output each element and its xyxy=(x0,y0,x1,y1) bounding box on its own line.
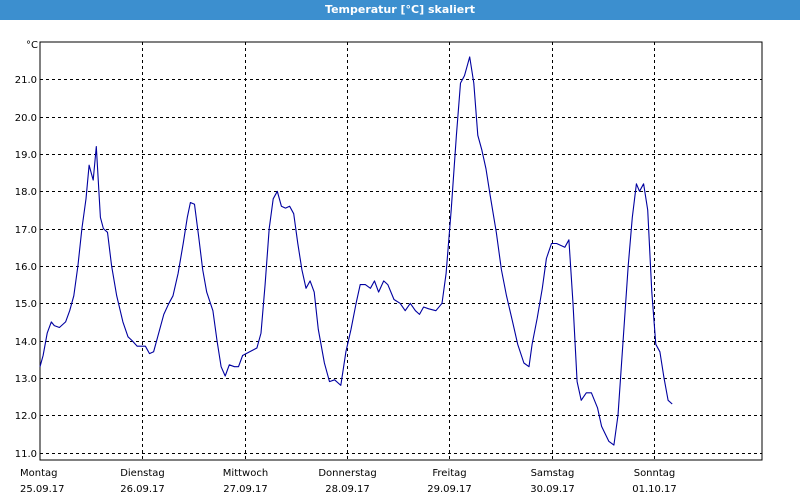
y-axis-unit: °C xyxy=(26,40,38,51)
x-tick-day: Samstag xyxy=(531,468,575,479)
x-tick-date: 28.09.17 xyxy=(325,484,370,495)
x-tick-day: Montag xyxy=(20,468,57,479)
plot-frame xyxy=(39,41,763,461)
series-layer xyxy=(39,56,673,446)
temperature-line xyxy=(39,56,673,446)
x-tick-date: 30.09.17 xyxy=(530,484,575,495)
x-tick-day: Donnerstag xyxy=(318,468,376,479)
grid xyxy=(40,42,762,460)
chart-canvas: 11.0 12.0 13.0 14.0 15.0 16.0 17.0 18.0 19.0 20.0… xyxy=(15,40,763,495)
y-tick-label: 11.0 xyxy=(15,449,37,460)
x-tick-day: Mittwoch xyxy=(223,468,268,479)
x-tick-date: 27.09.17 xyxy=(223,484,268,495)
x-tick-day: Freitag xyxy=(432,468,466,479)
y-tick-label: 20.0 xyxy=(15,113,37,124)
window-title: Temperatur [°C] skaliert xyxy=(0,0,800,20)
x-tick-date: 25.09.17 xyxy=(20,484,65,495)
x-tick-day: Sonntag xyxy=(634,468,676,479)
x-tick-date: 29.09.17 xyxy=(427,484,472,495)
y-tick-label: 19.0 xyxy=(15,150,37,161)
y-tick-label: 18.0 xyxy=(15,187,37,198)
x-tick-day: Dienstag xyxy=(120,468,165,479)
y-tick-label: 17.0 xyxy=(15,225,37,236)
y-tick-label: 13.0 xyxy=(15,374,37,385)
y-tick-label: 14.0 xyxy=(15,337,37,348)
y-tick-label: 12.0 xyxy=(15,411,37,422)
axes xyxy=(39,41,763,461)
axis-labels: 11.0 12.0 13.0 14.0 15.0 16.0 17.0 18.0 19.0 20.0… xyxy=(15,40,677,495)
x-tick-date: 26.09.17 xyxy=(120,484,165,495)
temperature-chart: 11.0 12.0 13.0 14.0 15.0 16.0 17.0 18.0 19.0 20.0… xyxy=(0,20,800,500)
x-tick-date: 01.10.17 xyxy=(632,484,677,495)
y-tick-label: 16.0 xyxy=(15,262,37,273)
y-tick-label: 21.0 xyxy=(15,75,37,86)
y-tick-label: 15.0 xyxy=(15,299,37,310)
